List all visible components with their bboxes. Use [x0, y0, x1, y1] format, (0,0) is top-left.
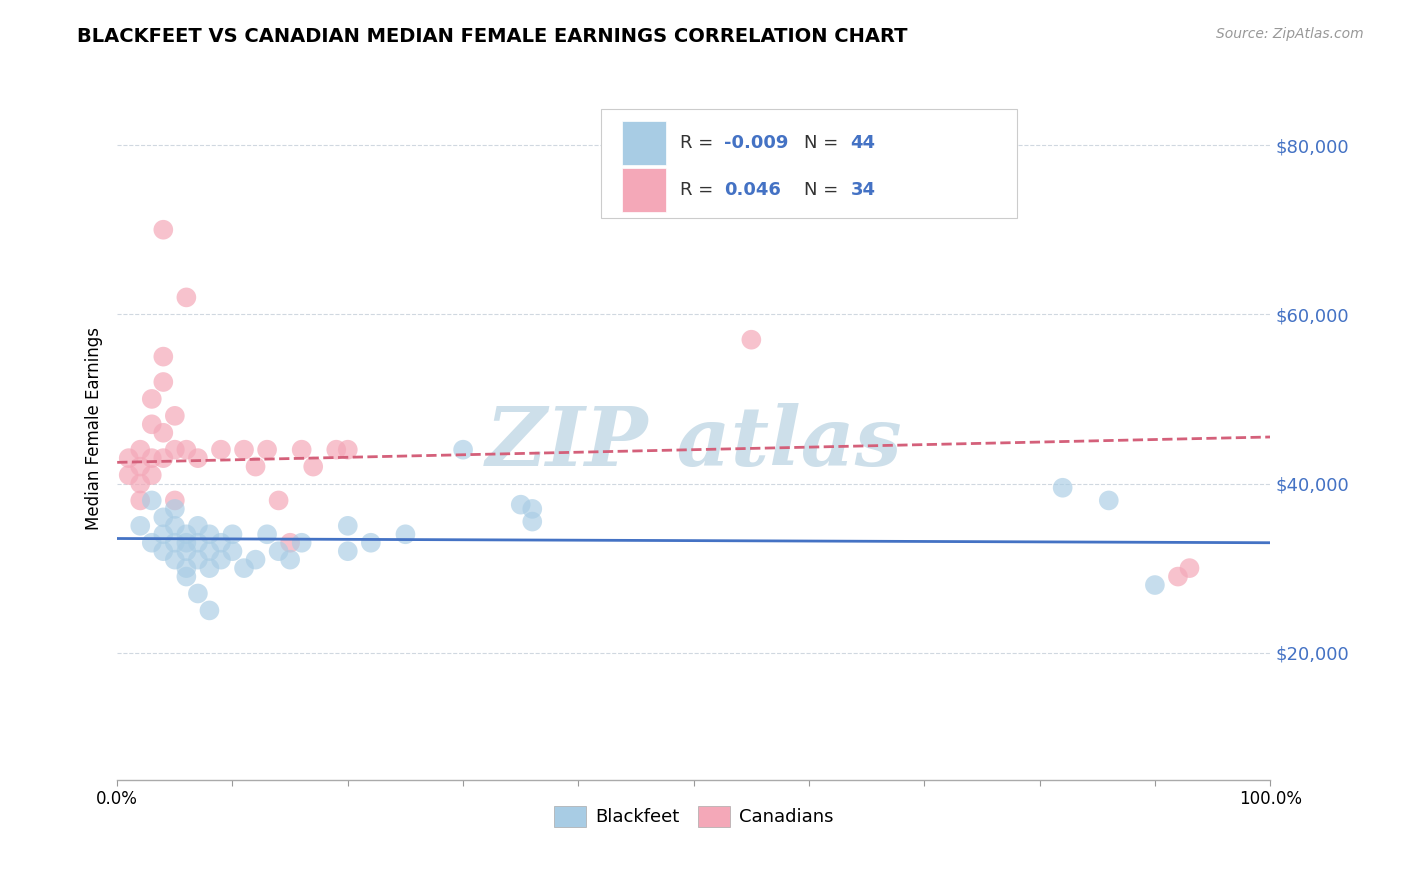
- Point: [245, 459, 267, 474]
- Point: [163, 502, 186, 516]
- Point: [187, 535, 209, 549]
- Point: [267, 544, 290, 558]
- Point: [118, 451, 141, 466]
- Point: [163, 535, 186, 549]
- Point: [198, 603, 221, 617]
- Text: N =: N =: [804, 134, 845, 152]
- Point: [176, 569, 198, 583]
- Text: 34: 34: [851, 181, 876, 199]
- Point: [336, 544, 359, 558]
- Text: Source: ZipAtlas.com: Source: ZipAtlas.com: [1216, 27, 1364, 41]
- Point: [187, 586, 209, 600]
- Point: [118, 468, 141, 483]
- Point: [245, 552, 267, 566]
- Point: [336, 442, 359, 457]
- Point: [176, 290, 198, 304]
- Point: [522, 502, 544, 516]
- Text: 0.046: 0.046: [724, 181, 780, 199]
- Point: [176, 442, 198, 457]
- Point: [152, 350, 174, 364]
- Text: ZIP atlas: ZIP atlas: [485, 402, 903, 483]
- Point: [187, 518, 209, 533]
- Point: [221, 527, 243, 541]
- Point: [163, 409, 186, 423]
- Text: R =: R =: [681, 134, 718, 152]
- FancyBboxPatch shape: [602, 109, 1017, 218]
- Point: [198, 544, 221, 558]
- Point: [152, 510, 174, 524]
- Point: [129, 518, 152, 533]
- Text: BLACKFEET VS CANADIAN MEDIAN FEMALE EARNINGS CORRELATION CHART: BLACKFEET VS CANADIAN MEDIAN FEMALE EARN…: [77, 27, 908, 45]
- Point: [209, 552, 232, 566]
- Point: [141, 493, 163, 508]
- Point: [129, 493, 152, 508]
- Point: [233, 442, 256, 457]
- Point: [278, 535, 301, 549]
- Point: [394, 527, 416, 541]
- Point: [1167, 569, 1189, 583]
- Point: [141, 468, 163, 483]
- Point: [187, 451, 209, 466]
- Point: [176, 544, 198, 558]
- Point: [176, 561, 198, 575]
- Point: [522, 515, 544, 529]
- Point: [256, 442, 278, 457]
- Point: [198, 561, 221, 575]
- Point: [256, 527, 278, 541]
- Point: [163, 493, 186, 508]
- Text: -0.009: -0.009: [724, 134, 787, 152]
- Point: [152, 451, 174, 466]
- Point: [1052, 481, 1074, 495]
- Point: [141, 535, 163, 549]
- Point: [152, 425, 174, 440]
- Point: [209, 535, 232, 549]
- Point: [302, 459, 325, 474]
- Point: [509, 498, 531, 512]
- Point: [233, 561, 256, 575]
- Legend: Blackfeet, Canadians: Blackfeet, Canadians: [547, 798, 841, 834]
- Point: [163, 518, 186, 533]
- Point: [278, 552, 301, 566]
- Point: [163, 552, 186, 566]
- Point: [325, 442, 347, 457]
- Y-axis label: Median Female Earnings: Median Female Earnings: [86, 327, 103, 530]
- Point: [152, 223, 174, 237]
- Point: [141, 451, 163, 466]
- Point: [152, 527, 174, 541]
- Point: [176, 527, 198, 541]
- Point: [1098, 493, 1121, 508]
- Point: [1178, 561, 1201, 575]
- Point: [740, 333, 762, 347]
- Point: [141, 417, 163, 432]
- Point: [1143, 578, 1166, 592]
- Point: [267, 493, 290, 508]
- Point: [163, 442, 186, 457]
- Point: [152, 544, 174, 558]
- Point: [336, 518, 359, 533]
- Text: R =: R =: [681, 181, 718, 199]
- Point: [291, 442, 314, 457]
- Point: [141, 392, 163, 406]
- Point: [209, 442, 232, 457]
- Point: [129, 476, 152, 491]
- Point: [129, 442, 152, 457]
- Text: 44: 44: [851, 134, 876, 152]
- Text: N =: N =: [804, 181, 845, 199]
- Point: [129, 459, 152, 474]
- FancyBboxPatch shape: [623, 121, 666, 164]
- Point: [152, 375, 174, 389]
- Point: [360, 535, 382, 549]
- Point: [176, 535, 198, 549]
- Point: [291, 535, 314, 549]
- FancyBboxPatch shape: [623, 168, 666, 211]
- Point: [451, 442, 474, 457]
- Point: [187, 552, 209, 566]
- Point: [198, 527, 221, 541]
- Point: [221, 544, 243, 558]
